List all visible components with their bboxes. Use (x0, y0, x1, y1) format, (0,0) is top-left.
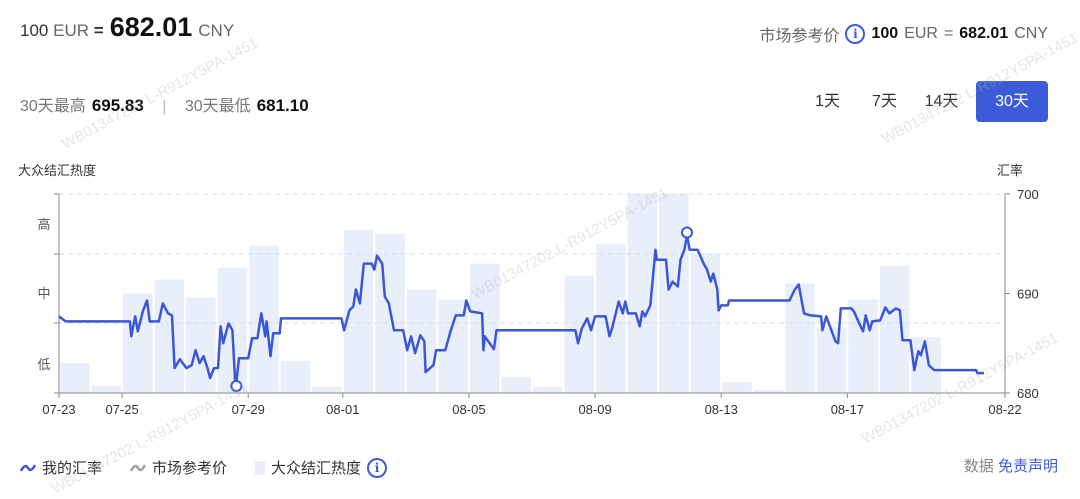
equals-sign: = (93, 21, 104, 40)
heat-bar (249, 245, 279, 393)
range-stats: 30天最高 695.83 | 30天最低 681.10 (20, 92, 309, 116)
legend-my-rate[interactable]: 我的汇率 (42, 460, 103, 477)
left-tick-label: 高 (37, 217, 50, 232)
heat-bar (533, 387, 563, 393)
right-tick-label: 700 (1017, 187, 1039, 202)
legend: 我的汇率 市场参考价 大众结汇热度 i (20, 457, 388, 478)
x-tick-label: 08-01 (326, 402, 359, 417)
market-label: 市场参考价 (759, 28, 840, 45)
high-value: 695.83 (91, 96, 144, 115)
legend-market-rate[interactable]: 市场参考价 (152, 460, 228, 477)
heat-bar (722, 382, 752, 393)
low-value: 681.10 (256, 96, 309, 115)
market-reference: 市场参考价 i 100 EUR = 682.01 CNY (759, 22, 1048, 46)
heat-bar (154, 279, 185, 393)
heat-bar (848, 299, 878, 393)
heat-bar (280, 361, 311, 393)
right-axis-title: 汇率 (997, 163, 1024, 178)
x-tick-label: 07-25 (105, 402, 138, 417)
heat-bar (879, 265, 910, 393)
heat-bar (753, 390, 784, 393)
market-rate-legend-icon (130, 463, 147, 472)
legend-heat[interactable]: 大众结汇热度 (271, 460, 362, 477)
range-1d-button[interactable]: 1天 (815, 93, 840, 110)
disclaimer: 数据 免责声明 (964, 455, 1058, 476)
my-rate-legend-icon (20, 463, 36, 472)
range-30d-button[interactable]: 30天 (976, 81, 1048, 122)
heat-bar (690, 253, 721, 393)
x-tick-label: 08-13 (705, 402, 738, 417)
gridlines (59, 193, 1005, 324)
right-tick-label: 680 (1017, 386, 1039, 401)
heat-bar (501, 377, 531, 393)
heat-legend-swatch (255, 460, 266, 475)
max-marker (681, 226, 694, 239)
axes: 低 中 高 680 690 700 07-23 07-25 07-29 08-01 08-05 08-… (37, 187, 1038, 417)
heat-bar (312, 387, 342, 393)
right-tick-label: 690 (1017, 287, 1039, 302)
amount: 100 (20, 21, 49, 40)
current-rate: 682.01 (109, 12, 193, 42)
x-tick-label: 07-23 (42, 402, 75, 417)
x-tick-label: 07-29 (232, 402, 265, 417)
market-amount: 100 (871, 25, 899, 42)
quote-currency: CNY (198, 21, 235, 40)
disclaimer-prefix: 数据 (963, 458, 994, 475)
market-rate: 682.01 (959, 25, 1009, 42)
info-circle-icon[interactable]: i (845, 24, 866, 44)
stats-separator: | (162, 98, 167, 115)
heat-bar (469, 263, 500, 393)
range-7d-button[interactable]: 7天 (872, 93, 897, 110)
heat-bar (91, 386, 122, 393)
min-marker (230, 380, 243, 393)
heat-bars (60, 194, 941, 393)
x-tick-label: 08-17 (831, 402, 864, 417)
x-tick-label: 08-22 (988, 402, 1021, 417)
x-tick-label: 08-09 (578, 402, 611, 417)
heat-bar (60, 363, 90, 393)
heat-bar (816, 327, 847, 393)
left-axis-title: 大众结汇热度 (18, 163, 97, 178)
heat-bar (659, 194, 689, 393)
current-rate-header: 100 EUR = 682.01 CNY (20, 12, 234, 43)
heat-bar (596, 243, 626, 393)
market-quote: CNY (1014, 25, 1048, 42)
market-base: EUR (904, 25, 938, 42)
rate-line (58, 234, 984, 384)
x-tick-label: 08-05 (452, 402, 485, 417)
market-equals: = (943, 25, 954, 42)
heat-bar (186, 297, 216, 393)
low-label: 30天最低 (184, 98, 251, 115)
left-tick-label: 低 (37, 357, 50, 372)
left-tick-label: 中 (37, 286, 50, 301)
heat-info-icon[interactable]: i (367, 457, 388, 478)
heat-bar (785, 283, 815, 393)
range-14d-button[interactable]: 14天 (924, 93, 959, 110)
disclaimer-link[interactable]: 免责声明 (997, 458, 1058, 475)
high-label: 30天最高 (20, 98, 86, 115)
range-selector: 1天 7天 14天 30天 (799, 81, 1048, 122)
base-currency: EUR (53, 21, 90, 40)
heat-bar (627, 194, 658, 393)
